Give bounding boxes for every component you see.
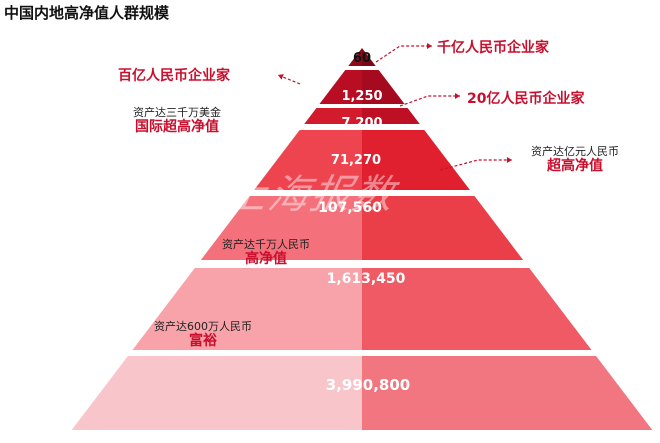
tier-7-right bbox=[362, 356, 653, 430]
tier-value-3: 7,200 bbox=[341, 116, 382, 131]
tier-4-left bbox=[254, 130, 362, 190]
arrow-ershiyi bbox=[399, 95, 460, 107]
label-qianyi: 千亿人民币企业家 bbox=[437, 40, 549, 56]
tier-2-left bbox=[319, 70, 362, 104]
arrow-chao-head bbox=[507, 157, 512, 163]
arrow-qianyi bbox=[375, 45, 432, 63]
arrow-baiyi bbox=[277, 74, 301, 85]
tier-1-right bbox=[362, 48, 376, 66]
tier-value-2: 1,250 bbox=[341, 89, 382, 104]
tier-3-right bbox=[362, 108, 420, 124]
arrow-ershiyi-head bbox=[455, 93, 460, 99]
label-ershiyi: 20亿人民币企业家 bbox=[467, 91, 585, 107]
arrow-qianyi-head bbox=[427, 43, 432, 49]
tier-6-left bbox=[132, 268, 362, 350]
page-title: 中国内地高净值人群规模 bbox=[4, 4, 170, 22]
tier-value-5: 107,560 bbox=[318, 200, 382, 216]
label-baiyi: 百亿人民币企业家 bbox=[118, 68, 230, 84]
tier-2-right bbox=[362, 70, 405, 104]
tier-value-4: 71,270 bbox=[331, 153, 381, 168]
tier-value-7: 3,990,800 bbox=[326, 376, 410, 394]
label-fu: 资产达600万人民币 富裕 bbox=[154, 320, 252, 350]
label-chao: 资产达亿元人民币 超高净值 bbox=[531, 145, 619, 175]
arrow-chao bbox=[439, 159, 512, 171]
tier-value-6: 1,613,450 bbox=[327, 271, 406, 287]
label-gao: 资产达千万人民币 高净值 bbox=[222, 238, 310, 268]
tier-7-left bbox=[71, 356, 363, 430]
tier-5-right bbox=[362, 196, 524, 260]
arrow-baiyi-head bbox=[278, 74, 284, 80]
tier-4-right bbox=[362, 130, 470, 190]
tier-5-left bbox=[200, 196, 362, 260]
tier-1-left bbox=[348, 48, 362, 66]
tier-3-left bbox=[304, 108, 362, 124]
tier-value-1: 60 bbox=[353, 51, 371, 66]
label-intl: 资产达三千万美金 国际超高净值 bbox=[133, 106, 221, 136]
tier-6-right bbox=[362, 268, 592, 350]
